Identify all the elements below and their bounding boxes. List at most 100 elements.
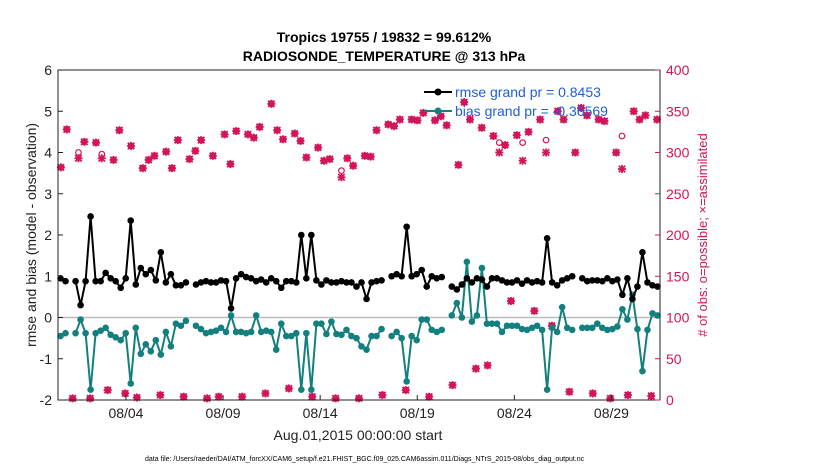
- data-file-footer: data file: /Users/raeder/DAI/ATM_forcXX/…: [145, 456, 585, 463]
- bias-point: [222, 328, 230, 336]
- obs-assimilated-point: [454, 160, 463, 169]
- y-tick-label: -2: [40, 392, 53, 408]
- obs-assimilated-point: [401, 386, 410, 395]
- rmse-point: [433, 275, 441, 282]
- bias-point: [353, 334, 360, 342]
- rmse-point: [578, 275, 586, 282]
- rmse-point: [378, 277, 385, 284]
- rmse-point: [82, 277, 89, 285]
- rmse-point: [333, 279, 340, 286]
- rmse-point: [453, 286, 461, 293]
- bias-point: [478, 264, 486, 272]
- obs-assimilated-point: [635, 115, 644, 124]
- bias-point: [132, 324, 140, 332]
- bias-point: [112, 334, 119, 341]
- bias-point: [378, 325, 385, 333]
- y-tick-label: -1: [40, 351, 53, 367]
- bias-point: [62, 329, 69, 337]
- rmse-point: [463, 275, 471, 282]
- rmse-point: [548, 279, 556, 286]
- obs-assimilated-point: [121, 389, 130, 398]
- obs-assimilated-point: [302, 153, 311, 162]
- y-tick-label: 1: [44, 268, 52, 284]
- obs-assimilated-point: [530, 306, 539, 315]
- x-axis: 08/04 08/09 08/14 08/19 08/24 08/29: [108, 395, 629, 421]
- bias-point: [553, 328, 561, 336]
- rmse-point: [593, 277, 601, 284]
- obs-assimilated-point: [86, 394, 95, 403]
- obs-assimilated-point: [197, 136, 206, 145]
- rmse-point: [493, 275, 501, 282]
- x-tick-label: 08/24: [497, 405, 532, 421]
- obs-assimilated-point: [150, 151, 159, 160]
- bias-point: [57, 332, 64, 340]
- obs-assimilated-point: [238, 392, 247, 401]
- obs-assimilated-point: [261, 389, 270, 398]
- bias-point: [614, 323, 621, 330]
- rmse-point: [403, 223, 410, 231]
- rmse-point: [438, 273, 446, 281]
- y2-tick-label: 200: [666, 227, 690, 243]
- bias-point: [578, 324, 586, 332]
- rmse-point: [373, 277, 380, 285]
- bias-point: [157, 351, 165, 358]
- bias-point: [87, 386, 94, 393]
- rmse-point: [308, 231, 315, 239]
- bias-point: [147, 348, 155, 355]
- rmse-point: [483, 283, 491, 290]
- bias-point: [343, 326, 350, 334]
- obs-assimilated-point: [103, 386, 112, 395]
- obs-assimilated-point: [460, 98, 469, 107]
- bias-point: [212, 327, 220, 335]
- bias-point: [448, 312, 456, 319]
- chart-title: Tropics 19755 / 19832 = 99.612%: [277, 29, 492, 45]
- rmse-point: [363, 295, 370, 303]
- rmse-point: [132, 281, 140, 288]
- obs-assimilated-point: [372, 126, 381, 135]
- rmse-point: [468, 279, 476, 286]
- rmse-point: [62, 277, 69, 285]
- obs-assimilated-point: [337, 173, 346, 182]
- bias-point: [388, 332, 395, 340]
- rmse-point: [277, 284, 285, 292]
- y2-axis-label: # of obs: o=possible; ×=assimilated: [695, 133, 710, 336]
- obs-assimilated-point: [501, 141, 510, 150]
- obs-assimilated-point: [466, 115, 475, 124]
- rmse-point: [202, 277, 210, 285]
- rmse-point: [488, 275, 496, 282]
- bias-point: [624, 316, 631, 323]
- rmse-point: [77, 301, 84, 309]
- obs-assimilated-point: [524, 127, 533, 136]
- rmse-point: [358, 279, 365, 286]
- bias-point: [413, 336, 420, 344]
- rmse-point: [117, 284, 125, 292]
- obs-assimilated-point: [495, 148, 504, 157]
- bias-point: [323, 330, 330, 338]
- y2-tick-label: 400: [666, 62, 690, 78]
- rmse-point: [313, 277, 320, 284]
- rmse-point: [508, 279, 516, 286]
- bias-point: [318, 320, 325, 327]
- obs-assimilated-point: [296, 136, 305, 145]
- bias-point: [328, 318, 335, 325]
- obs-assimilated-point: [489, 132, 498, 140]
- rmse-point: [604, 275, 611, 282]
- obs-assimilated-point: [267, 99, 276, 108]
- obs-assimilated-point: [214, 392, 223, 401]
- bias-point: [292, 329, 300, 337]
- bias-point: [308, 386, 315, 393]
- bias-point: [518, 325, 526, 333]
- rmse-point: [287, 277, 295, 285]
- rmse-point: [167, 270, 175, 278]
- bias-point: [428, 326, 436, 334]
- obs-assimilated-point: [156, 391, 165, 400]
- obs-assimilated-point: [179, 392, 188, 401]
- rmse-point: [102, 269, 109, 277]
- bias-point: [468, 318, 476, 325]
- rmse-point: [172, 282, 180, 289]
- bias-point: [333, 330, 340, 338]
- bias-point: [358, 343, 365, 350]
- rmse-point: [152, 277, 160, 284]
- obs-assimilated-point: [641, 111, 650, 120]
- rmse-point: [92, 277, 99, 285]
